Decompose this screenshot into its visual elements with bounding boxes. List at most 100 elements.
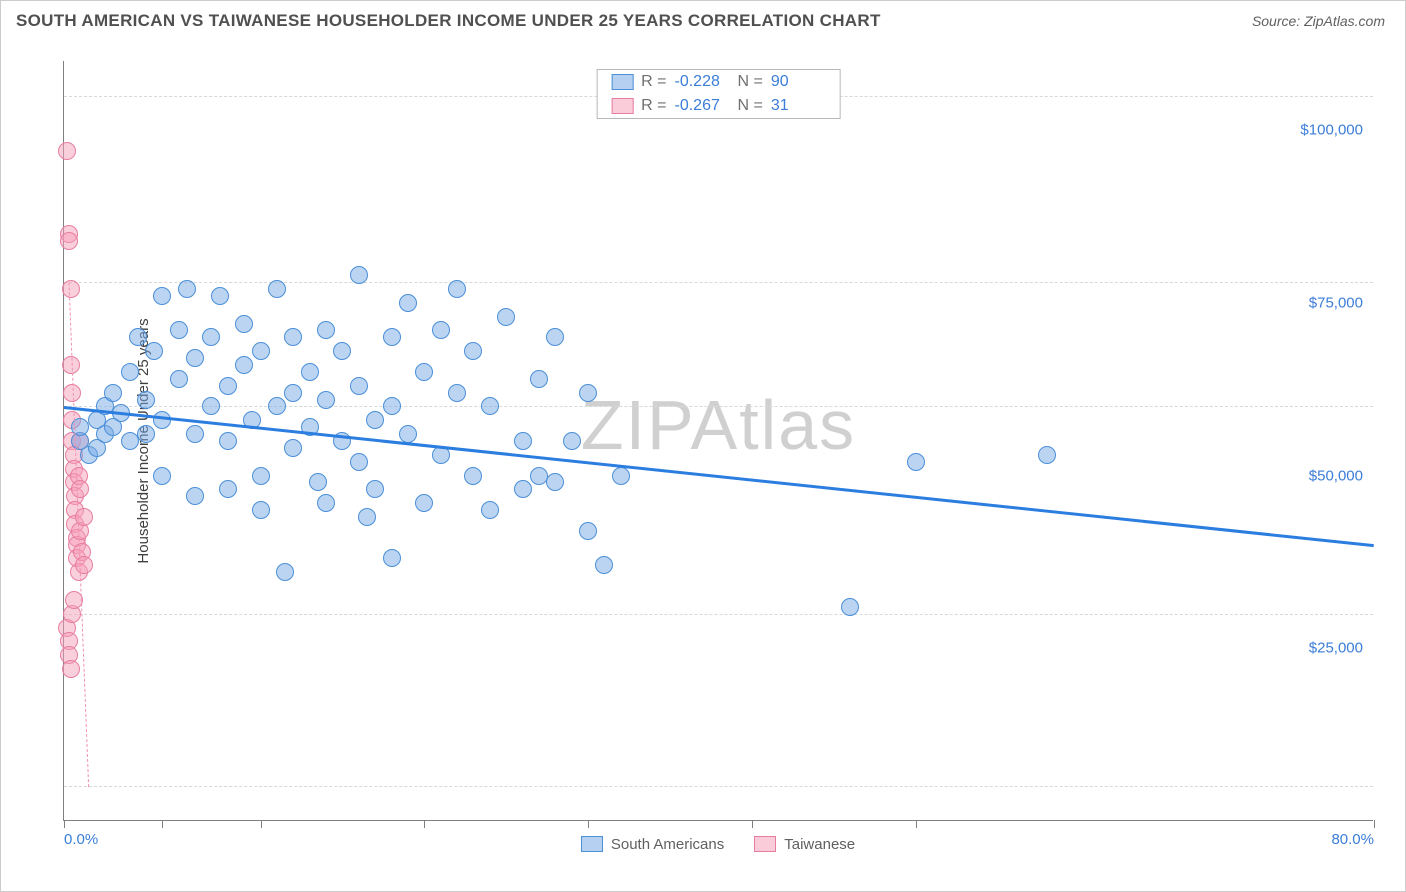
x-tick xyxy=(1374,820,1375,828)
legend-series-item: South Americans xyxy=(581,836,724,853)
data-point xyxy=(383,328,401,346)
data-point xyxy=(219,480,237,498)
legend-swatch xyxy=(611,98,633,114)
data-point xyxy=(284,384,302,402)
x-tick xyxy=(424,820,425,828)
data-point xyxy=(252,342,270,360)
data-point xyxy=(530,467,548,485)
data-point xyxy=(350,377,368,395)
plot-area: ZIPAtlas R =-0.228N =90R =-0.267N =31 $2… xyxy=(63,61,1373,821)
data-point xyxy=(358,508,376,526)
y-tick-label: $100,000 xyxy=(1300,122,1363,139)
data-point xyxy=(317,321,335,339)
watermark: ZIPAtlas xyxy=(581,385,856,465)
data-point xyxy=(546,328,564,346)
data-point xyxy=(186,349,204,367)
legend-swatch xyxy=(754,836,776,852)
data-point xyxy=(62,660,80,678)
legend-series: South Americans Taiwanese xyxy=(63,829,1373,859)
data-point xyxy=(186,425,204,443)
data-point xyxy=(333,342,351,360)
data-point xyxy=(178,280,196,298)
data-point xyxy=(60,232,78,250)
data-point xyxy=(546,473,564,491)
data-point xyxy=(235,315,253,333)
data-point xyxy=(366,411,384,429)
gridline-h xyxy=(64,406,1373,407)
legend-r-value: -0.228 xyxy=(675,73,730,91)
legend-n-label: N = xyxy=(738,73,763,91)
legend-r-label: R = xyxy=(641,73,666,91)
data-point xyxy=(284,439,302,457)
data-point xyxy=(612,467,630,485)
data-point xyxy=(145,342,163,360)
data-point xyxy=(464,467,482,485)
data-point xyxy=(202,397,220,415)
data-point xyxy=(276,563,294,581)
data-point xyxy=(415,363,433,381)
data-point xyxy=(58,142,76,160)
data-point xyxy=(514,480,532,498)
data-point xyxy=(137,425,155,443)
legend-series-item: Taiwanese xyxy=(754,836,855,853)
legend-n-label: N = xyxy=(738,97,763,115)
data-point xyxy=(153,411,171,429)
data-point xyxy=(170,321,188,339)
chart-container: Householder Income Under 25 years ZIPAtl… xyxy=(31,51,1391,831)
data-point xyxy=(62,280,80,298)
data-point xyxy=(219,377,237,395)
legend-r-value: -0.267 xyxy=(675,97,730,115)
data-point xyxy=(75,556,93,574)
data-point xyxy=(579,522,597,540)
data-point xyxy=(399,425,417,443)
legend-stat-row: R =-0.267N =31 xyxy=(597,94,840,118)
legend-stats: R =-0.228N =90R =-0.267N =31 xyxy=(596,69,841,119)
data-point xyxy=(71,480,89,498)
data-point xyxy=(1038,446,1056,464)
data-point xyxy=(514,432,532,450)
data-point xyxy=(129,328,147,346)
legend-swatch xyxy=(581,836,603,852)
data-point xyxy=(153,467,171,485)
data-point xyxy=(399,294,417,312)
data-point xyxy=(252,467,270,485)
data-point xyxy=(563,432,581,450)
legend-series-label: South Americans xyxy=(611,836,724,853)
gridline-h xyxy=(64,786,1373,787)
data-point xyxy=(366,480,384,498)
data-point xyxy=(383,397,401,415)
data-point xyxy=(383,549,401,567)
data-point xyxy=(121,363,139,381)
x-tick xyxy=(916,820,917,828)
data-point xyxy=(170,370,188,388)
gridline-h xyxy=(64,282,1373,283)
legend-series-label: Taiwanese xyxy=(784,836,855,853)
gridline-h xyxy=(64,614,1373,615)
x-tick xyxy=(588,820,589,828)
data-point xyxy=(350,266,368,284)
data-point xyxy=(841,598,859,616)
data-point xyxy=(301,363,319,381)
data-point xyxy=(121,432,139,450)
data-point xyxy=(202,328,220,346)
data-point xyxy=(448,384,466,402)
data-point xyxy=(415,494,433,512)
data-point xyxy=(907,453,925,471)
x-tick xyxy=(64,820,65,828)
legend-r-label: R = xyxy=(641,97,666,115)
data-point xyxy=(481,397,499,415)
data-point xyxy=(595,556,613,574)
chart-header: SOUTH AMERICAN VS TAIWANESE HOUSEHOLDER … xyxy=(1,1,1405,41)
data-point xyxy=(530,370,548,388)
data-point xyxy=(268,280,286,298)
data-point xyxy=(317,391,335,409)
data-point xyxy=(153,287,171,305)
data-point xyxy=(137,391,155,409)
data-point xyxy=(219,432,237,450)
x-tick xyxy=(162,820,163,828)
y-tick-label: $50,000 xyxy=(1309,467,1363,484)
data-point xyxy=(350,453,368,471)
data-point xyxy=(235,356,253,374)
data-point xyxy=(104,384,122,402)
data-point xyxy=(317,494,335,512)
